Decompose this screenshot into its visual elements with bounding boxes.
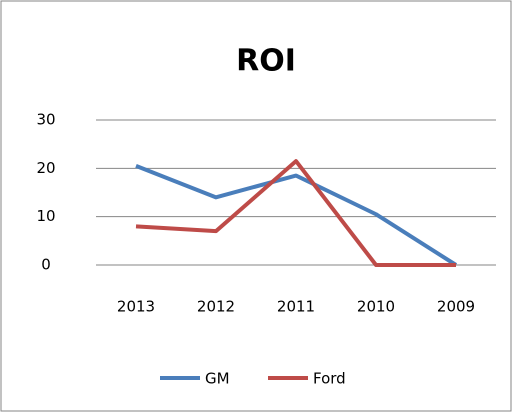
x-tick-label: 2011 xyxy=(277,298,315,316)
x-tick-label: 2013 xyxy=(117,298,155,316)
y-tick-label: 30 xyxy=(36,111,55,129)
x-tick-label: 2010 xyxy=(357,298,395,316)
chart-title: ROI xyxy=(236,44,296,79)
y-tick-label: 20 xyxy=(36,159,55,177)
legend-label: GM xyxy=(205,370,230,388)
y-tick-label: 10 xyxy=(36,207,55,225)
x-tick-label: 2009 xyxy=(437,298,475,316)
series-line xyxy=(135,164,458,267)
legend-label: Ford xyxy=(313,370,346,388)
series-line xyxy=(135,159,456,267)
x-tick-label: 2012 xyxy=(197,298,235,316)
y-tick-label: 0 xyxy=(41,256,51,274)
